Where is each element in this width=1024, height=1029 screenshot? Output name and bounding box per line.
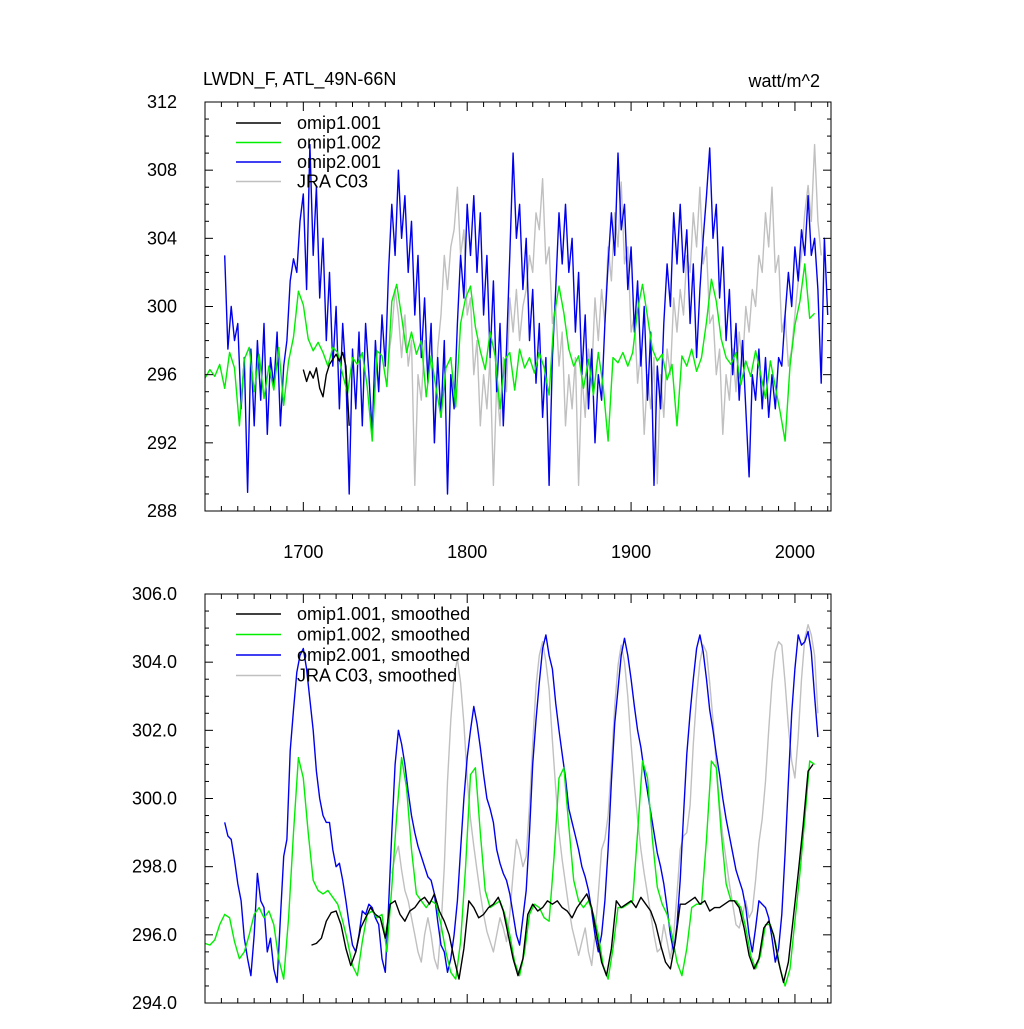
y-tick-label: 296 bbox=[147, 365, 177, 385]
series-line-top-1 bbox=[204, 263, 816, 442]
bottom-panel-axes: 294.0 296.0 298.0 300.0 302.0 304.0 306.0 bbox=[132, 584, 831, 1013]
series-line-bottom-3 bbox=[391, 624, 819, 970]
y-tick-label: 306.0 bbox=[132, 584, 177, 604]
series-line-bottom-2 bbox=[224, 630, 819, 984]
bottom-panel: 294.0 296.0 298.0 300.0 302.0 304.0 306.0 omip… bbox=[132, 584, 832, 1013]
y-tick-label: 300 bbox=[147, 297, 177, 317]
y-tick-label: 298.0 bbox=[132, 857, 177, 877]
y-tick-label: 304 bbox=[147, 228, 177, 248]
x-tick-label: 1900 bbox=[611, 542, 651, 562]
series-line-top-2 bbox=[224, 143, 829, 495]
series-line-bottom-1 bbox=[204, 756, 815, 987]
top-panel-frame bbox=[204, 101, 832, 512]
y-tick-label: 302.0 bbox=[132, 720, 177, 740]
bottom-panel-series bbox=[204, 624, 819, 987]
y-tick-label: 294.0 bbox=[132, 993, 177, 1013]
legend-label: omip1.002, smoothed bbox=[297, 625, 470, 645]
y-tick-label: 304.0 bbox=[132, 652, 177, 672]
legend-label: omip2.001, smoothed bbox=[297, 645, 470, 665]
y-tick-label: 292 bbox=[147, 433, 177, 453]
top-panel: LWDN_F, ATL_49N-66N watt/m^2 288 292 296 30… bbox=[147, 69, 832, 562]
top-panel-series bbox=[204, 143, 829, 495]
legend-label: omip1.001, smoothed bbox=[297, 604, 470, 624]
y-tick-label: 288 bbox=[147, 501, 177, 521]
series-line-top-0 bbox=[302, 351, 350, 426]
bottom-panel-frame bbox=[204, 593, 832, 1004]
y-tick-label: 308 bbox=[147, 160, 177, 180]
top-panel-title: LWDN_F, ATL_49N-66N bbox=[203, 69, 396, 90]
legend-label: omip1.001 bbox=[297, 113, 381, 133]
legend-label: JRA C03, smoothed bbox=[297, 666, 457, 686]
y-tick-label: 300.0 bbox=[132, 789, 177, 809]
y-tick-label: 312 bbox=[147, 92, 177, 112]
legend-label: JRA C03 bbox=[297, 172, 368, 192]
legend-label: omip1.002 bbox=[297, 133, 381, 153]
legend-label: omip2.001 bbox=[297, 152, 381, 172]
top-panel-axes: 288 292 296 300 304 308 312 1700 1800 1900 2000 bbox=[147, 92, 831, 562]
units-label: watt/m^2 bbox=[748, 71, 820, 91]
x-tick-label: 1700 bbox=[283, 542, 323, 562]
x-tick-label: 2000 bbox=[775, 542, 815, 562]
series-line-bottom-0 bbox=[311, 763, 814, 984]
y-tick-label: 296.0 bbox=[132, 925, 177, 945]
x-tick-label: 1800 bbox=[447, 542, 487, 562]
